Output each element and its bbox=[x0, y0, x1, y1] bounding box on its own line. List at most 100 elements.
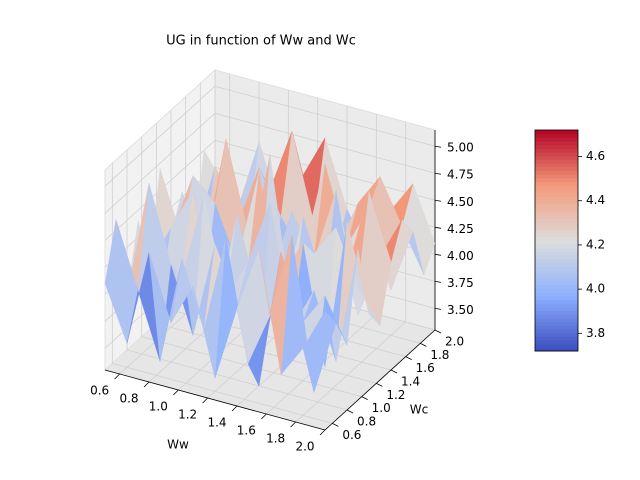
z-tick bbox=[434, 253, 442, 256]
x-tick-label: 1.4 bbox=[207, 416, 226, 430]
colorbar-swatch bbox=[535, 141, 578, 146]
colorbar-tick-label: 4.2 bbox=[586, 237, 605, 251]
z-tick-label: 3.50 bbox=[447, 303, 474, 317]
colorbar-swatch bbox=[535, 295, 578, 300]
colorbar-swatch bbox=[535, 233, 578, 238]
y-tick-label: 1.0 bbox=[372, 401, 391, 415]
colorbar-swatch bbox=[535, 214, 578, 219]
colorbar-swatch bbox=[535, 262, 578, 267]
x-tick-label: 1.0 bbox=[149, 400, 168, 414]
z-tick-label: 4.75 bbox=[447, 168, 474, 182]
y-tick bbox=[361, 396, 368, 401]
colorbar-swatch bbox=[535, 317, 578, 323]
colorbar-swatch bbox=[535, 310, 578, 315]
grid-line bbox=[126, 349, 348, 411]
colorbar-swatch bbox=[535, 336, 578, 341]
surface-face bbox=[302, 310, 337, 393]
x-tick-label: 0.6 bbox=[90, 384, 109, 398]
y-tick bbox=[346, 409, 354, 414]
colorbar-swatch bbox=[535, 343, 578, 348]
colorbar-swatch bbox=[535, 211, 578, 216]
colorbar-swatch bbox=[535, 148, 578, 153]
colorbar-swatch bbox=[535, 203, 578, 208]
x-tick-label: 2.0 bbox=[295, 440, 314, 454]
colorbar-swatch bbox=[535, 170, 578, 175]
colorbar-tick-label: 4.6 bbox=[586, 149, 605, 163]
colorbar-swatch bbox=[535, 251, 578, 256]
z-tick-label: 5.00 bbox=[447, 141, 474, 155]
z-tick-label: 4.50 bbox=[447, 195, 474, 209]
x-tick-label: 1.6 bbox=[237, 424, 256, 438]
x-tick bbox=[261, 413, 267, 420]
colorbar-swatch bbox=[535, 163, 578, 168]
y-tick-label: 0.6 bbox=[342, 428, 361, 442]
colorbar-swatch bbox=[535, 328, 578, 334]
colorbar-swatch bbox=[535, 144, 578, 149]
colorbar-swatch bbox=[535, 155, 578, 160]
colorbar-swatch bbox=[535, 281, 578, 286]
z-tick bbox=[434, 280, 442, 283]
colorbar-swatch bbox=[535, 192, 578, 197]
colorbar-swatch bbox=[535, 177, 578, 183]
z-tick bbox=[434, 199, 442, 202]
colorbar-swatch bbox=[535, 199, 578, 205]
colorbar-swatch bbox=[535, 240, 578, 245]
colorbar-swatch bbox=[535, 188, 578, 194]
z-tick-label: 3.75 bbox=[447, 276, 474, 290]
colorbar-swatch bbox=[535, 292, 578, 297]
axis-line bbox=[104, 369, 326, 431]
colorbar-swatch bbox=[535, 273, 578, 278]
y-tick-label: 1.6 bbox=[416, 361, 435, 375]
z-tick bbox=[434, 145, 442, 148]
colorbar-swatch bbox=[535, 152, 578, 157]
grid-line bbox=[214, 85, 436, 147]
colorbar-swatch bbox=[535, 222, 578, 227]
y-tick-label: 1.2 bbox=[386, 388, 405, 402]
colorbar-swatch bbox=[535, 306, 578, 311]
colorbar-swatch bbox=[535, 288, 578, 293]
grid-line bbox=[104, 85, 216, 187]
axis-line bbox=[324, 329, 436, 431]
y-axis-label: Wc bbox=[410, 403, 428, 417]
colorbar-swatch bbox=[535, 247, 578, 253]
colorbar-swatch bbox=[535, 181, 578, 186]
colorbar-tick-label: 4.0 bbox=[586, 282, 605, 296]
colorbar-swatch bbox=[535, 339, 578, 345]
z-tick-label: 4.00 bbox=[447, 249, 474, 263]
colorbar-swatch bbox=[535, 166, 578, 172]
colorbar-swatch bbox=[535, 332, 578, 337]
colorbar-swatch bbox=[535, 207, 578, 212]
colorbar-swatch bbox=[535, 133, 578, 138]
colorbar-swatch bbox=[535, 299, 578, 304]
grid-line bbox=[112, 362, 333, 424]
colorbar-swatch bbox=[535, 130, 578, 135]
colorbar-swatch bbox=[535, 229, 578, 234]
colorbar-tick-label: 4.4 bbox=[586, 193, 605, 207]
colorbar-swatch bbox=[535, 196, 578, 201]
colorbar-frame bbox=[534, 129, 579, 352]
x-tick bbox=[231, 405, 238, 412]
colorbar-swatch bbox=[535, 225, 578, 230]
z-tick bbox=[434, 226, 442, 229]
colorbar-swatch bbox=[535, 159, 578, 164]
y-tick bbox=[332, 422, 339, 427]
colorbar-swatch bbox=[535, 174, 578, 179]
colorbar-swatch bbox=[535, 244, 578, 249]
colorbar-swatch bbox=[535, 266, 578, 271]
chart-title: UG in function of Ww and Wc bbox=[166, 34, 356, 49]
colorbar-swatch bbox=[535, 325, 578, 330]
x-tick bbox=[202, 397, 208, 404]
colorbar-swatch bbox=[535, 185, 578, 190]
y-tick-label: 1.4 bbox=[401, 375, 420, 389]
colorbar-tick-label: 3.8 bbox=[586, 326, 605, 340]
y-tick-label: 2.0 bbox=[445, 335, 464, 349]
z-tick-label: 4.25 bbox=[447, 222, 474, 236]
colorbar-swatch bbox=[535, 255, 578, 260]
colorbar-swatch bbox=[535, 284, 578, 289]
y-tick-label: 1.8 bbox=[430, 348, 449, 362]
x-tick-label: 1.8 bbox=[266, 432, 285, 446]
colorbar-swatch bbox=[535, 269, 578, 275]
grid-line bbox=[295, 321, 406, 423]
z-tick bbox=[434, 172, 442, 175]
